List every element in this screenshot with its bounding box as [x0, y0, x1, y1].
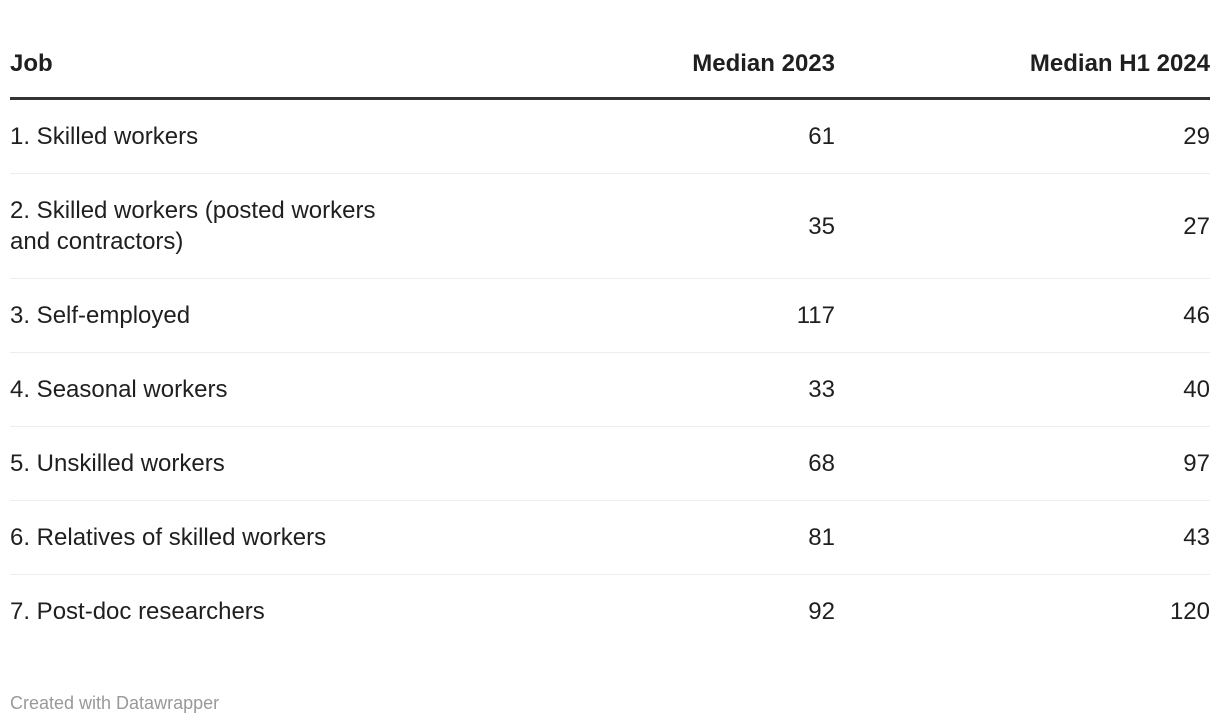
median-2023-cell: 68: [410, 426, 835, 501]
median-h1-2024-cell: 27: [835, 173, 1210, 279]
median-h1-2024-cell: 40: [835, 352, 1210, 427]
median-h1-2024-cell: 120: [1169, 598, 1210, 625]
median-2023-cell: 92: [808, 598, 835, 625]
median-2023-cell: 61: [410, 98, 835, 174]
median-2023-cell: 33: [410, 352, 835, 427]
job-cell: 3. Self-employed: [10, 278, 410, 353]
median-2023-cell: 81: [410, 500, 835, 575]
table-row: 2. Skilled workers (posted workers and c…: [10, 173, 1210, 279]
median-h1-2024-cell: 43: [835, 500, 1210, 575]
datawrapper-attribution-link[interactable]: Created with Datawrapper: [10, 693, 220, 713]
table-body: 1. Skilled workers 61 29 2. Skilled work…: [10, 98, 1210, 649]
table-row: 1. Skilled workers 61 29: [10, 98, 1210, 174]
column-header-median-h1-2024: Median H1 2024: [835, 0, 1210, 100]
job-cell: 5. Unskilled workers: [10, 426, 410, 501]
table-row: 5. Unskilled workers 68 97: [10, 426, 1210, 501]
job-cell: 1. Skilled workers: [10, 98, 410, 174]
table-row: 6. Relatives of skilled workers 81 43: [10, 500, 1210, 575]
median-h1-2024-cell: 29: [835, 98, 1210, 174]
table-row: 4. Seasonal workers 33 40: [10, 352, 1210, 427]
median-2023-cell: 117: [410, 278, 835, 353]
median-h1-2024-cell: 97: [835, 426, 1210, 501]
median-h1-2024-cell: 46: [835, 278, 1210, 353]
attribution-footer: Created with Datawrapper: [10, 693, 1210, 713]
job-cell: 2. Skilled workers (posted workers and c…: [10, 173, 410, 279]
column-header-job: Job: [10, 0, 410, 100]
median-2023-cell: 35: [410, 173, 835, 279]
job-cell: 4. Seasonal workers: [10, 352, 410, 427]
header-row: Job Median 2023 Median H1 2024: [10, 0, 1210, 100]
job-cell: 7. Post-doc researchers: [10, 598, 265, 625]
column-header-median-2023: Median 2023: [410, 0, 835, 100]
data-table: Job Median 2023 Median H1 2024 1. Skille…: [10, 0, 1210, 648]
table-row: 7. Post-doc researchers 92 120: [10, 575, 1210, 649]
table-row: 3. Self-employed 117 46: [10, 278, 1210, 353]
table-header: Job Median 2023 Median H1 2024: [10, 0, 1210, 100]
job-cell: 6. Relatives of skilled workers: [10, 500, 410, 575]
